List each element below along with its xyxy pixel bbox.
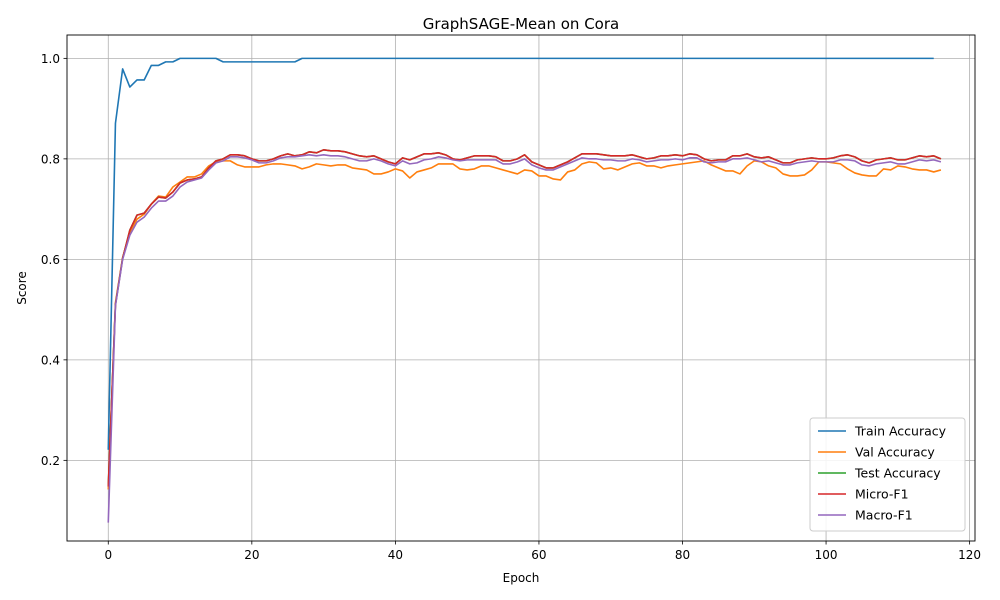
x-tick-label: 80 (675, 548, 690, 562)
y-tick-label: 0.2 (41, 454, 60, 468)
x-tick-label: 20 (244, 548, 259, 562)
y-tick-label: 1.0 (41, 52, 60, 66)
x-axis: 0 20 40 60 80 100 120 (104, 541, 981, 562)
x-tick-label: 120 (958, 548, 981, 562)
plot-lines (107, 57, 942, 523)
series-line-val-accuracy (107, 160, 942, 490)
series-line-macro-f1 (107, 154, 942, 523)
x-tick-label: 40 (388, 548, 403, 562)
legend-box (809, 417, 966, 532)
x-tick-label: 0 (104, 548, 112, 562)
legend-label-macro-f1: Macro-F1 (855, 508, 913, 523)
y-tick-label: 0.4 (41, 353, 60, 367)
legend: Train Accuracy Val Accuracy Test Accuracy M… (809, 417, 966, 532)
y-axis: 0.2 0.4 0.6 0.8 1.0 (41, 52, 67, 468)
x-tick-label: 100 (815, 548, 838, 562)
series-line-train-accuracy (107, 57, 934, 450)
series-line-micro-f1 (107, 149, 942, 487)
legend-label-micro-f1: Micro-F1 (855, 487, 909, 502)
y-axis-label: Score (15, 271, 29, 305)
legend-label-train-accuracy: Train Accuracy (854, 424, 947, 439)
y-tick-label: 0.6 (41, 253, 60, 267)
chart-title: GraphSAGE-Mean on Cora (423, 15, 619, 33)
y-tick-label: 0.8 (41, 152, 60, 166)
legend-label-test-accuracy: Test Accuracy (854, 466, 941, 481)
x-axis-label: Epoch (503, 571, 540, 585)
plot-frame (66, 34, 976, 542)
x-tick-label: 60 (531, 548, 546, 562)
legend-label-val-accuracy: Val Accuracy (855, 445, 935, 460)
